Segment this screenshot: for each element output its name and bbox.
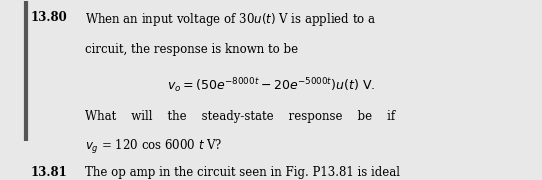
Text: When an input voltage of 30$u(t)$ V is applied to a: When an input voltage of 30$u(t)$ V is a… xyxy=(85,11,376,28)
Text: What    will    the    steady-state    response    be    if: What will the steady-state response be i… xyxy=(85,110,395,123)
Text: circuit, the response is known to be: circuit, the response is known to be xyxy=(85,43,298,56)
Text: The op amp in the circuit seen in Fig. P13.81 is ideal: The op amp in the circuit seen in Fig. P… xyxy=(85,166,400,179)
Text: 13.80: 13.80 xyxy=(31,11,68,24)
Text: $v_g$ = 120 cos 6000 $t$ V?: $v_g$ = 120 cos 6000 $t$ V? xyxy=(85,138,222,156)
Text: $v_o = (50e^{-8000t} - 20e^{-5000t})u(t)\ \mathrm{V.}$: $v_o = (50e^{-8000t} - 20e^{-5000t})u(t)… xyxy=(167,77,375,95)
Text: 13.81: 13.81 xyxy=(31,166,68,179)
